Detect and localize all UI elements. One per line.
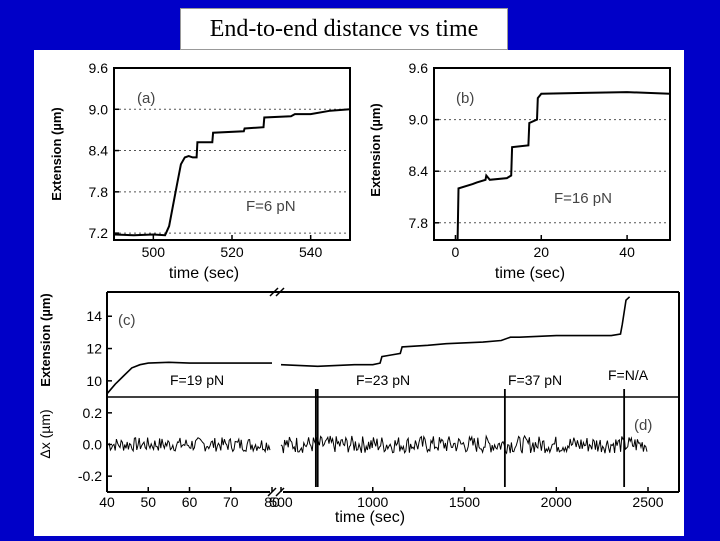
x-tick-label: 70 xyxy=(223,494,239,510)
chart-a: Extension (µm) (a) F=6 pN time (sec) 7.2… xyxy=(49,60,351,282)
series-line xyxy=(280,296,631,368)
chart-d-xlabel: time (sec) xyxy=(335,509,405,526)
chart-a-xlabel: time (sec) xyxy=(169,265,239,282)
plot-frame xyxy=(433,67,671,241)
y-tick-label: 9.0 xyxy=(89,101,109,117)
x-tick-label: 0 xyxy=(452,244,460,260)
chart-b-ylabel: Extension (µm) xyxy=(368,103,383,196)
chart-d-ylabel: Δx (µm) xyxy=(37,409,53,458)
figure-svg: Extension (µm) (a) F=6 pN time (sec) 7.2… xyxy=(37,60,680,526)
x-tick-label: 2500 xyxy=(632,494,663,510)
x-tick-label: 20 xyxy=(533,244,549,260)
x-tick-label: 500 xyxy=(269,494,293,510)
plot-frame xyxy=(113,67,351,241)
x-tick-label: 60 xyxy=(182,494,198,510)
series-line xyxy=(113,108,351,237)
axis-break-mark xyxy=(275,487,285,497)
series-line xyxy=(107,437,271,454)
x-tick-label: 80 xyxy=(264,494,280,510)
figure-panel: Extension (µm) (a) F=6 pN time (sec) 7.2… xyxy=(34,50,684,536)
x-tick-label: 50 xyxy=(140,494,156,510)
y-tick-label: -0.2 xyxy=(78,468,102,484)
series-line xyxy=(280,434,648,455)
axis-break-mark xyxy=(267,487,277,497)
y-tick-label: 12 xyxy=(86,341,102,357)
chart-c-annotation-23: F=23 pN xyxy=(356,372,410,388)
chart-d-panel-label: (d) xyxy=(634,417,652,434)
chart-a-annotation: F=6 pN xyxy=(246,198,296,215)
y-tick-label: 9.6 xyxy=(409,60,429,76)
y-tick-label: 8.4 xyxy=(409,163,429,179)
chart-c-ylabel: Extension (µm) xyxy=(38,293,53,386)
chart-b-xlabel: time (sec) xyxy=(495,265,565,282)
x-tick-label: 40 xyxy=(99,494,115,510)
y-tick-label: 7.2 xyxy=(89,225,109,241)
chart-c: Extension (µm) (c) F=19 pN F=23 pN F=37 … xyxy=(38,287,680,397)
x-tick-label: 2000 xyxy=(541,494,572,510)
chart-d: Δx (µm) (d) time (sec) 0.2 0.0 -0.2 40 50 60 7… xyxy=(37,389,680,526)
slide-title: End-to-end distance vs time xyxy=(180,8,508,50)
y-tick-label: 14 xyxy=(86,308,102,324)
chart-b: Extension (µm) (b) F=16 pN time (sec) 7.… xyxy=(368,60,671,282)
axis-break-mark xyxy=(269,287,279,297)
y-tick-label: 10 xyxy=(86,373,102,389)
chart-c-annotation-37: F=37 pN xyxy=(508,372,562,388)
y-tick-label: 7.8 xyxy=(89,184,109,200)
y-tick-label: 0.2 xyxy=(83,405,103,421)
x-tick-label: 500 xyxy=(142,244,166,260)
y-tick-label: 7.8 xyxy=(409,215,429,231)
chart-b-annotation: F=16 pN xyxy=(554,190,612,207)
chart-a-ylabel: Extension (µm) xyxy=(49,107,64,200)
chart-c-annotation-na: F=N/A xyxy=(608,367,649,383)
y-tick-label: 9.6 xyxy=(89,60,109,76)
axis-break-mark xyxy=(275,287,285,297)
x-tick-label: 1000 xyxy=(357,494,388,510)
chart-c-annotation-19: F=19 pN xyxy=(170,372,224,388)
x-tick-label: 40 xyxy=(619,244,635,260)
y-tick-label: 8.4 xyxy=(89,143,109,159)
series-line xyxy=(106,361,272,395)
chart-a-panel-label: (a) xyxy=(137,90,155,107)
x-tick-label: 1500 xyxy=(449,494,480,510)
chart-b-panel-label: (b) xyxy=(456,90,474,107)
x-tick-label: 520 xyxy=(220,244,244,260)
chart-c-panel-label: (c) xyxy=(118,312,136,329)
y-tick-label: 0.0 xyxy=(83,437,103,453)
y-tick-label: 9.0 xyxy=(409,112,429,128)
series-line xyxy=(456,91,671,241)
x-tick-label: 540 xyxy=(299,244,323,260)
